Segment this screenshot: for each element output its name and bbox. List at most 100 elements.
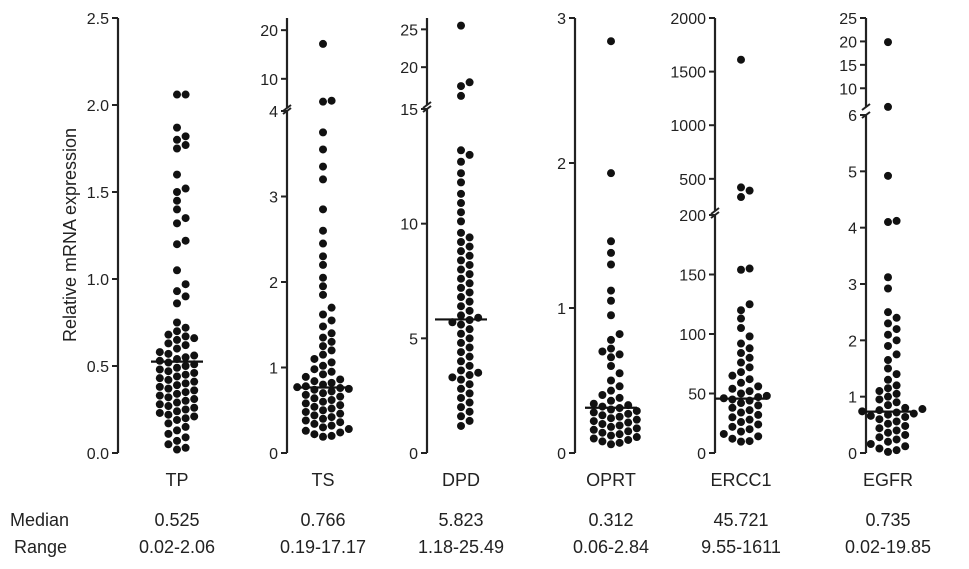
data-point	[164, 375, 173, 384]
data-point	[181, 433, 190, 442]
y-tick-label: 2.5	[87, 11, 109, 28]
range-row-label: Range	[14, 537, 67, 557]
data-point	[164, 384, 173, 393]
data-point	[884, 447, 892, 456]
y-tick-label: 2000	[670, 11, 706, 28]
y-tick-label: 0	[848, 446, 857, 463]
data-point	[465, 389, 474, 398]
data-point	[173, 445, 181, 454]
data-point	[190, 377, 199, 386]
data-point	[745, 437, 754, 446]
data-point	[589, 425, 598, 434]
y-tick-label: 1000	[670, 118, 706, 135]
data-point	[866, 439, 875, 448]
data-point	[474, 368, 483, 377]
data-point	[155, 365, 164, 374]
y-tick-label: 0	[409, 446, 418, 463]
data-point	[615, 421, 624, 430]
y-tick-label: 200	[679, 208, 706, 225]
data-point	[457, 256, 465, 265]
data-point	[901, 421, 910, 430]
y-tick-label: 10	[839, 81, 857, 98]
y-tick-label: 6	[848, 108, 857, 125]
data-point	[327, 404, 336, 413]
data-point	[607, 296, 615, 305]
data-point	[737, 193, 745, 202]
data-point	[875, 444, 884, 453]
data-point	[190, 403, 199, 412]
data-point	[164, 330, 173, 339]
data-point	[465, 371, 474, 380]
data-point	[892, 417, 901, 426]
data-point	[892, 336, 901, 345]
data-point	[615, 350, 624, 359]
data-point	[344, 384, 353, 393]
data-point	[918, 405, 927, 414]
data-point	[457, 189, 465, 198]
data-point	[310, 365, 319, 374]
data-point	[465, 233, 474, 242]
data-point	[327, 346, 336, 355]
data-point	[465, 150, 474, 159]
data-point	[457, 91, 465, 100]
data-point	[181, 236, 190, 245]
data-point	[457, 320, 465, 329]
data-point	[173, 170, 181, 179]
data-point	[607, 431, 615, 440]
data-point	[884, 284, 892, 293]
data-point	[327, 96, 336, 105]
data-point	[173, 389, 181, 398]
y-tick-label: 3	[848, 277, 857, 294]
data-point	[173, 335, 181, 344]
data-point	[607, 386, 615, 395]
data-point	[884, 319, 892, 328]
data-point	[892, 435, 901, 444]
data-point	[173, 398, 181, 407]
data-point	[884, 392, 892, 401]
median-value: 0.766	[300, 510, 345, 530]
y-tick-label: 10	[400, 217, 418, 234]
data-point	[884, 171, 892, 180]
data-point	[465, 251, 474, 260]
data-point	[457, 293, 465, 302]
data-point	[164, 349, 173, 358]
data-point	[884, 273, 892, 282]
data-point	[598, 347, 607, 356]
y-tick-label: 3	[557, 11, 566, 28]
data-point	[457, 228, 465, 237]
data-point	[344, 425, 353, 434]
data-point	[589, 434, 598, 443]
data-point	[301, 407, 310, 416]
median-value: 0.735	[865, 510, 910, 530]
data-point	[457, 178, 465, 187]
y-tick-label: 15	[839, 58, 857, 75]
data-point	[884, 428, 892, 437]
data-point	[181, 280, 190, 289]
data-point	[164, 429, 173, 438]
data-point	[607, 237, 615, 246]
data-point	[607, 362, 615, 370]
y-tick-label: 2.0	[87, 98, 109, 115]
data-point	[173, 188, 181, 196]
category-label: TS	[311, 470, 334, 490]
y-axis-label: Relative mRNA expression	[60, 128, 80, 342]
panel-ercc1: 0 50 100 150 200 500 1000 1500 2000 ERCC1 45.721 9.…	[670, 11, 780, 557]
data-point	[884, 364, 892, 373]
data-point	[754, 401, 763, 410]
data-point	[737, 314, 745, 323]
data-point	[155, 374, 164, 383]
data-point	[624, 427, 633, 436]
data-point	[310, 377, 319, 386]
data-point	[319, 282, 327, 291]
y-tick-label: 5	[848, 164, 857, 181]
y-tick-label: 4	[269, 104, 278, 121]
y-tick-label: 15	[400, 102, 418, 119]
data-point	[457, 265, 465, 274]
data-point	[589, 399, 598, 408]
data-point	[173, 436, 181, 445]
data-point	[745, 332, 754, 341]
data-point	[310, 430, 319, 439]
data-point	[884, 341, 892, 350]
y-tick-label: 1500	[670, 65, 706, 82]
